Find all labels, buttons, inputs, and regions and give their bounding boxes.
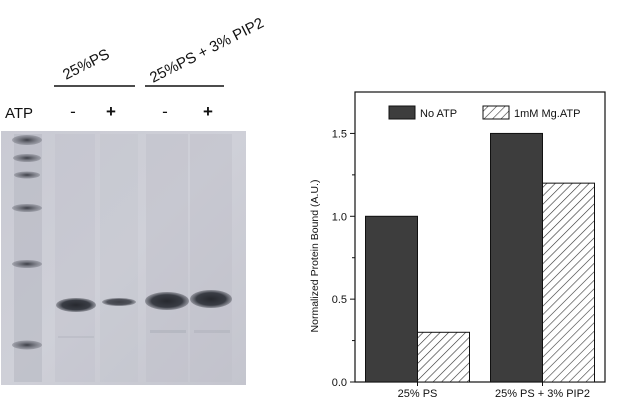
atp-row-label: ATP [5, 105, 33, 122]
gel-band-lane-3 [145, 292, 189, 310]
bar-chart: No ATP 1mM Mg.ATP Normalized Protein Bou… [309, 91, 606, 400]
legend-swatch-no-atp [388, 105, 416, 120]
lane-mark-1: - [70, 102, 76, 121]
y-axis-title: Normalized Protein Bound (A.U.) [309, 180, 321, 333]
x-tick-label: 25% PS + 3% PIP2 [495, 388, 590, 400]
gel-panel: 25%PS 25%PS + 3% PIP2 ATP - + - + [1, 14, 267, 385]
gel-group-label-1: 25%PS [60, 46, 112, 84]
bar-mg-atp-1 [542, 182, 595, 383]
x-tick-label: 25% PS [398, 388, 438, 400]
bar-no-atp-0 [365, 215, 418, 383]
y-tick-label: 0.5 [332, 294, 347, 306]
plot-frame [354, 91, 606, 383]
lane-mark-2: + [106, 102, 116, 121]
lane-mark-4: + [203, 102, 213, 121]
bar-no-atp-1 [490, 132, 543, 383]
ladder-band [12, 204, 42, 212]
gel-band-lane-4 [190, 290, 232, 308]
legend-swatch-mg-atp [482, 105, 510, 120]
gel-group-label-2: 25%PS + 3% PIP2 [147, 14, 267, 86]
ladder-band [12, 340, 42, 350]
legend-label-mg-atp: 1mM Mg.ATP [514, 108, 580, 120]
gel-band-lane-2 [102, 298, 136, 306]
y-tick-label: 1.5 [332, 128, 347, 140]
bar-mg-atp-0 [417, 331, 470, 383]
legend-label-no-atp: No ATP [420, 108, 457, 120]
ladder-band [14, 171, 40, 179]
ladder-band [12, 260, 42, 268]
gel-image [1, 131, 246, 385]
chart-legend: No ATP 1mM Mg.ATP [388, 105, 580, 120]
y-tick-label: 1.0 [332, 211, 347, 223]
ladder-band [12, 135, 42, 145]
gel-band-lane-1 [56, 298, 96, 312]
ladder-band [13, 154, 41, 162]
lane-mark-3: - [162, 102, 168, 121]
chart-bars [365, 132, 595, 383]
x-tick-labels: 25% PS 25% PS + 3% PIP2 [398, 382, 590, 400]
chart-axes: 0.0 0.5 1.0 1.5 [332, 91, 606, 389]
y-tick-label: 0.0 [332, 377, 347, 389]
